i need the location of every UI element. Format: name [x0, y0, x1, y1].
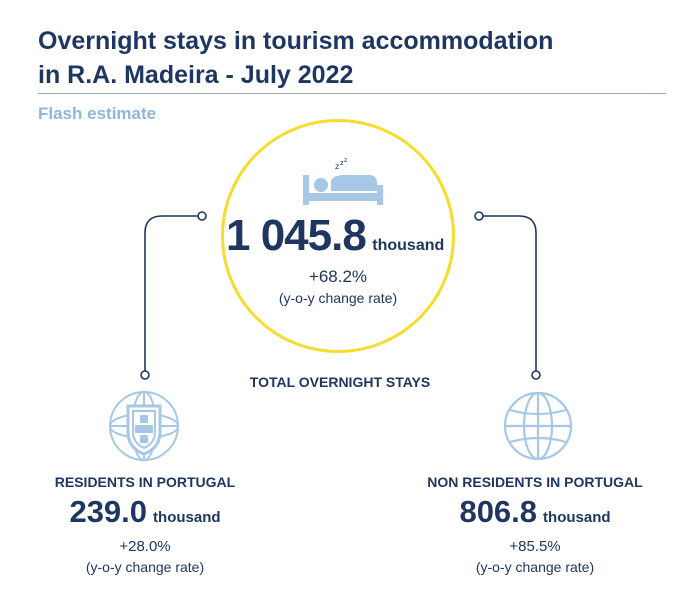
- residents-change-note: (y-o-y change rate): [85, 559, 205, 575]
- non-residents-label: NON RESIDENTS IN PORTUGAL: [427, 474, 643, 490]
- non-residents-value-unit: thousand: [543, 509, 611, 526]
- residents-change-rate: +28.0%: [119, 538, 171, 555]
- residents-label: RESIDENTS IN PORTUGAL: [54, 474, 236, 490]
- total-label: TOTAL OVERNIGHT STAYS: [249, 374, 431, 390]
- subtitle: Flash estimate: [38, 104, 157, 123]
- residents-value-number: 239.0: [69, 494, 148, 529]
- total-value-unit: thousand: [372, 237, 445, 254]
- svg-text:z: z: [340, 159, 344, 167]
- non-residents-value: 806.8 thousand: [400, 494, 670, 530]
- residents-value: 239.0 thousand: [20, 494, 270, 530]
- total-value-number: 1 045.8: [226, 211, 367, 260]
- portugal-shield-icon: [109, 391, 179, 461]
- total-change-rate: +68.2%: [308, 267, 368, 286]
- non-residents-change-rate: +85.5%: [509, 538, 561, 555]
- non-residents-change-note: (y-o-y change rate): [475, 559, 595, 575]
- bed-icon: z z z: [303, 157, 383, 205]
- svg-text:z: z: [344, 157, 347, 164]
- svg-text:z: z: [335, 162, 339, 171]
- residents-value-unit: thousand: [153, 509, 221, 526]
- title-line-2: in R.A. Madeira - July 2022: [38, 61, 354, 89]
- total-circle: [221, 119, 455, 353]
- total-change-note: (y-o-y change rate): [278, 290, 398, 306]
- globe-icon: [503, 391, 573, 461]
- title-divider: [38, 93, 666, 94]
- non-residents-value-number: 806.8: [459, 494, 538, 529]
- page-title: Overnight stays in tourism accommodation…: [38, 24, 658, 92]
- total-value: 1 045.8 thousand: [226, 211, 486, 261]
- title-line-1: Overnight stays in tourism accommodation: [38, 27, 554, 55]
